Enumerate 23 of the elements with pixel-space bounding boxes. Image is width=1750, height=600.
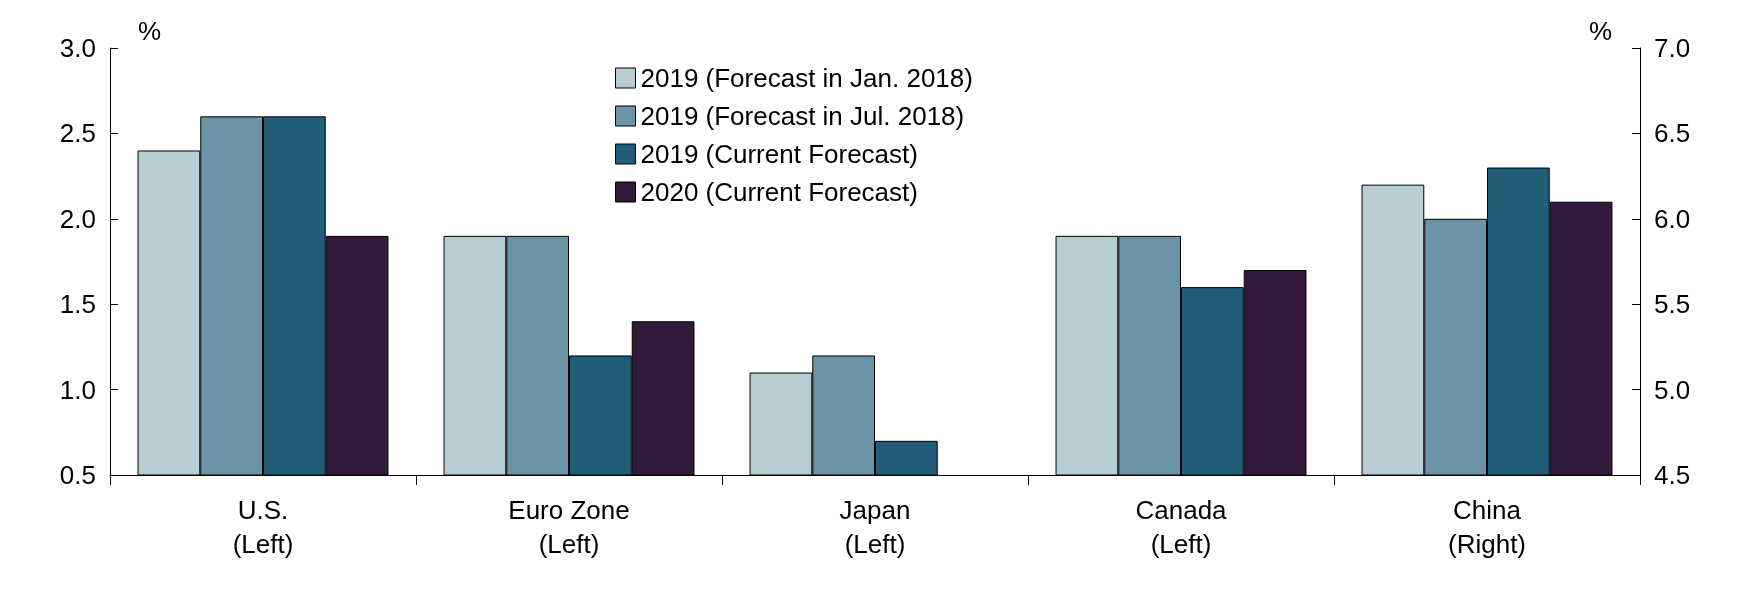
legend-label: 2019 (Current Forecast) [640,139,918,169]
legend-label: 2019 (Forecast in Jul. 2018) [640,101,965,131]
y-axis-title: % [138,16,162,46]
y2-tick-label: 5.5 [1654,289,1691,320]
y2-tick-label: 5.0 [1654,374,1691,405]
legend-label: 2019 (Forecast in Jan. 2018) [640,63,973,93]
y2-tick-label: 6.0 [1654,203,1691,234]
y-tick-label: 1.0 [59,374,96,405]
legend-label: 2020 (Current Forecast) [640,177,918,207]
y2-tick-label: 4.5 [1654,460,1691,490]
y-tick-label: 3.0 [59,33,96,63]
x-tick-label: Japan (Left) [839,495,911,559]
y-tick-label: 0.5 [59,460,96,490]
y2-tick-label: 6.5 [1654,118,1691,149]
x-tick-label: Euro Zone (Left) [508,495,630,559]
y-tick-label: 2.5 [59,118,96,149]
x-tick-label: Canada (Left) [1135,495,1228,559]
x-tick-label: China (Right) [1447,495,1527,559]
y2-axis-title: % [1588,16,1612,46]
y2-tick-label: 7.0 [1654,33,1691,63]
y-tick-label: 2.0 [59,203,96,234]
y-tick-label: 1.5 [59,289,96,320]
x-tick-label: U.S. (Left) [232,495,294,559]
